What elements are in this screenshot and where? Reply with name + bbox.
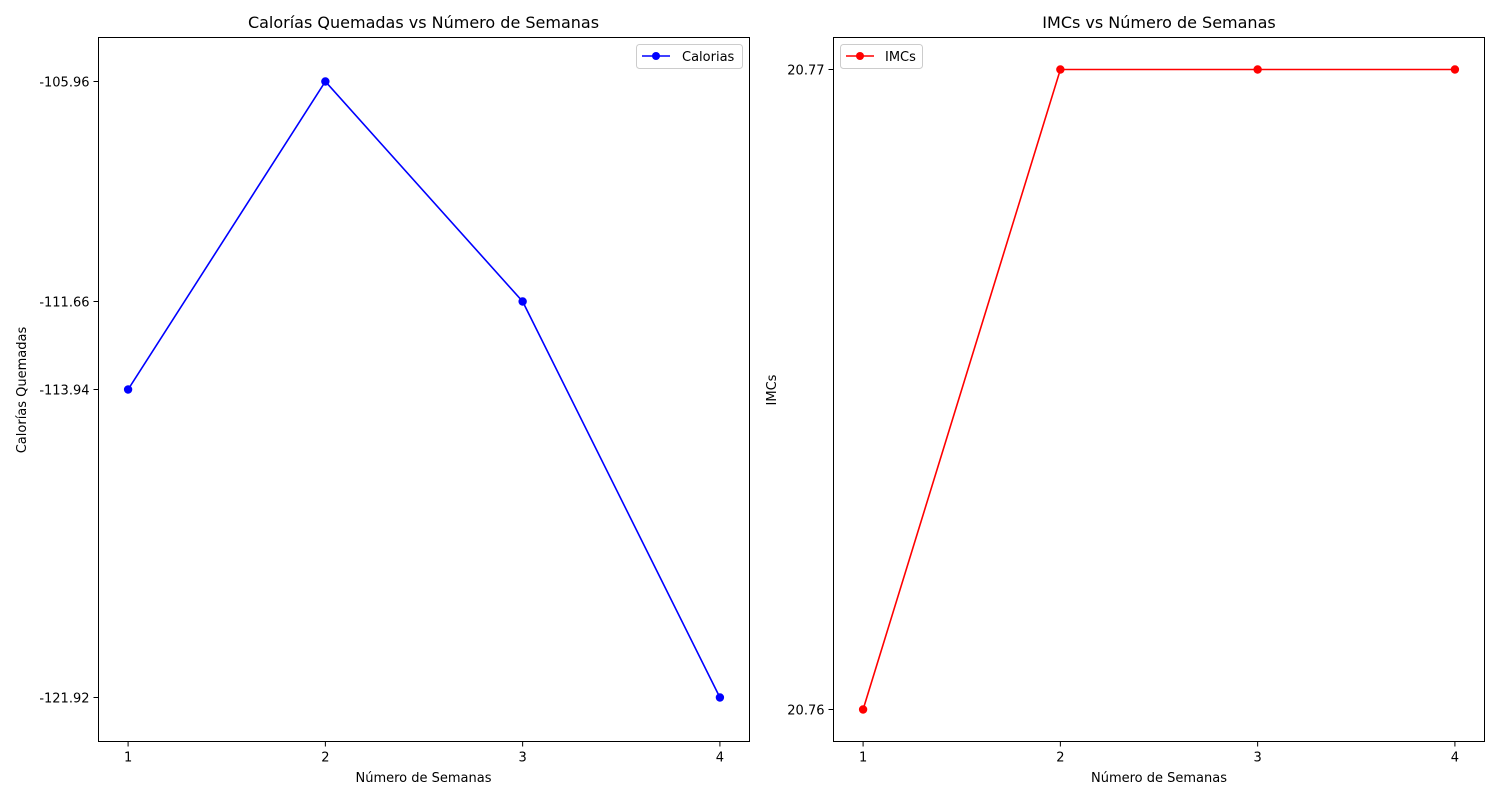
x-tick-label: 1	[124, 751, 132, 766]
legend-box	[636, 44, 743, 69]
y-tick-label: 20.76	[787, 704, 824, 719]
ticks: 1 2 3 4 20.77 20.76	[787, 64, 1459, 766]
x-tick-label: 3	[1253, 751, 1261, 766]
x-tick-label: 2	[1056, 751, 1064, 766]
legend-label: IMCs	[885, 50, 916, 65]
x-tick-label: 2	[321, 751, 329, 766]
data-point	[123, 385, 133, 394]
data-point	[858, 705, 868, 714]
imc-chart: IMCs vs Número de Semanas Número de Sema…	[765, 13, 1485, 786]
series-layer	[858, 65, 1460, 714]
plot-frame	[833, 37, 1485, 742]
legend-marker	[856, 52, 864, 60]
series-layer	[123, 77, 725, 702]
x-tick-label: 1	[859, 751, 867, 766]
legend-box	[840, 44, 923, 69]
data-point	[1450, 65, 1460, 74]
y-tick-label: -121.92	[39, 692, 89, 707]
data-point	[1056, 65, 1065, 74]
legend: Calorias	[636, 44, 743, 69]
ticks: 1 2 3 4 -105.96 -111.66 -113.94 -121.92	[39, 76, 724, 766]
y-axis-label: IMCs	[765, 374, 780, 405]
series-line	[862, 68, 1455, 710]
x-tick-label: 4	[716, 751, 724, 766]
y-tick-label: -113.94	[39, 384, 89, 399]
legend: IMCs	[840, 44, 923, 69]
legend-marker	[652, 52, 660, 60]
x-axis-label: Número de Semanas	[355, 771, 491, 786]
calories-chart: Calorías Quemadas vs Número de Semanas N…	[15, 13, 750, 786]
x-axis-label: Número de Semanas	[1091, 771, 1227, 786]
y-tick-label: 20.77	[787, 64, 824, 79]
x-tick-label: 3	[518, 751, 526, 766]
series-line	[127, 80, 721, 698]
y-tick-label: -105.96	[39, 76, 89, 91]
y-axis-label: Calorías Quemadas	[15, 327, 30, 454]
data-point	[321, 77, 330, 86]
plot-frame	[98, 37, 750, 742]
data-point	[715, 693, 725, 702]
x-tick-label: 4	[1451, 751, 1459, 766]
data-point	[1253, 65, 1262, 74]
legend-label: Calorias	[682, 50, 735, 65]
chart-title: Calorías Quemadas vs Número de Semanas	[248, 13, 599, 32]
data-point	[518, 297, 527, 306]
y-tick-label: -111.66	[39, 296, 89, 311]
chart-title: IMCs vs Número de Semanas	[1042, 13, 1275, 32]
